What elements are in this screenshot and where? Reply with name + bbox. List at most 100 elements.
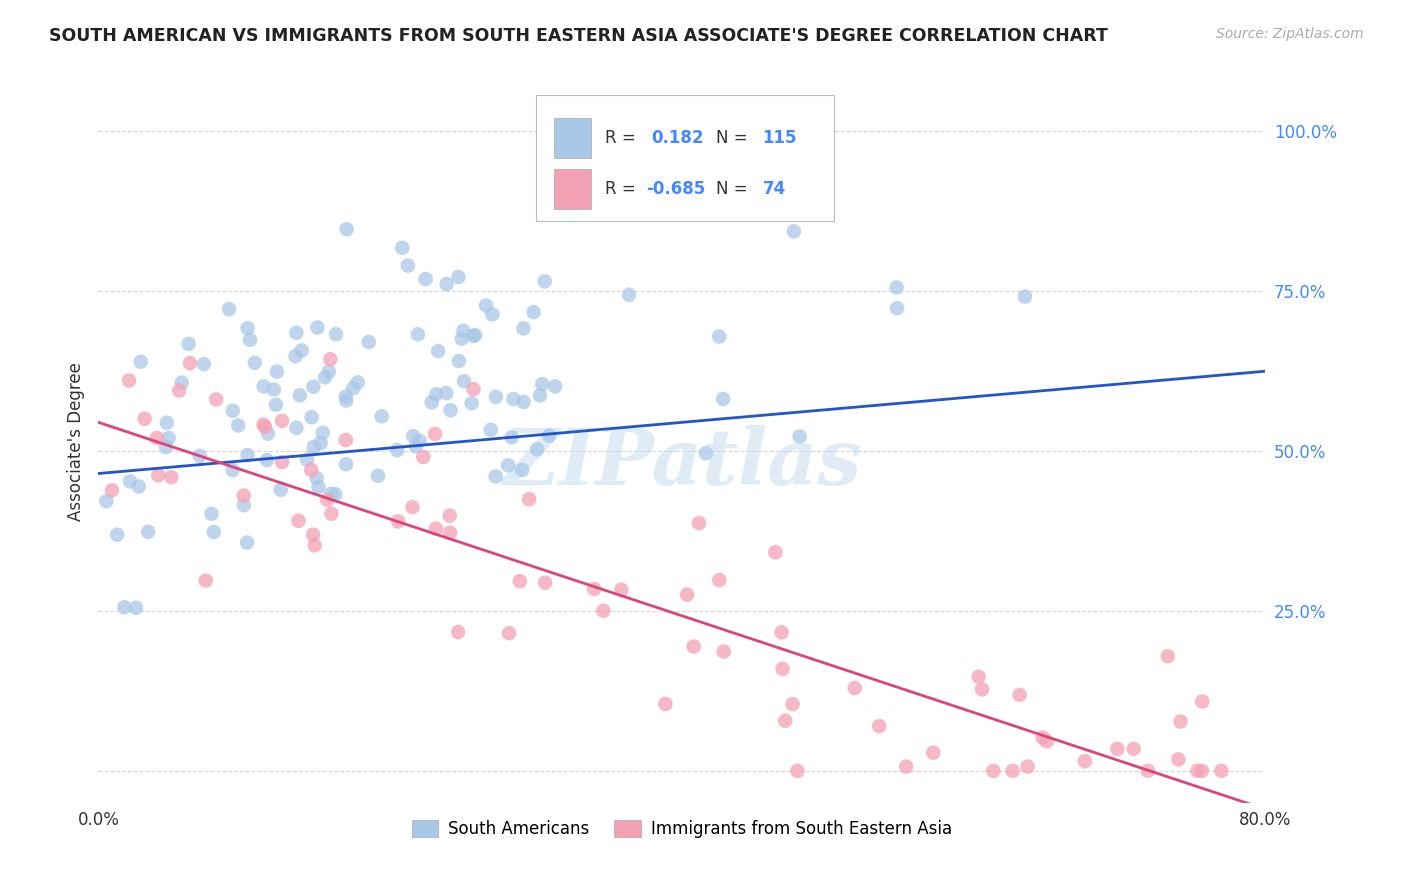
Point <box>450 332 472 346</box>
Point <box>922 746 945 760</box>
Point <box>709 573 731 587</box>
Point <box>1017 759 1039 773</box>
Point <box>1008 688 1031 702</box>
Point <box>688 516 710 530</box>
Point <box>682 640 704 654</box>
Point <box>321 487 343 501</box>
Point <box>1211 764 1233 778</box>
Point <box>886 301 908 316</box>
Point <box>295 452 318 467</box>
Point <box>336 222 359 236</box>
Text: Source: ZipAtlas.com: Source: ZipAtlas.com <box>1216 27 1364 41</box>
Point <box>1036 734 1059 748</box>
Point <box>447 354 470 368</box>
Point <box>105 527 128 541</box>
Point <box>305 471 328 485</box>
Point <box>783 224 806 238</box>
Point <box>439 525 461 540</box>
Point <box>1187 764 1209 778</box>
Point <box>676 588 699 602</box>
Point <box>868 719 890 733</box>
Point <box>236 448 259 462</box>
Point <box>312 425 335 440</box>
Point <box>188 449 211 463</box>
Point <box>610 582 633 597</box>
Point <box>509 574 531 589</box>
Point <box>789 429 811 443</box>
Point <box>157 431 180 445</box>
Point <box>148 468 170 483</box>
Point <box>453 324 475 338</box>
Point <box>396 259 419 273</box>
Point <box>370 409 392 424</box>
Point <box>423 426 446 441</box>
Point <box>307 320 329 334</box>
Point <box>1136 764 1159 778</box>
Point <box>1032 731 1054 745</box>
Point <box>253 420 276 434</box>
Point <box>967 670 990 684</box>
Legend: South Americans, Immigrants from South Eastern Asia: South Americans, Immigrants from South E… <box>405 814 959 845</box>
Point <box>434 386 457 401</box>
Point <box>112 600 135 615</box>
Point <box>170 376 193 390</box>
Point <box>479 423 502 437</box>
Point <box>510 463 533 477</box>
Text: -0.685: -0.685 <box>645 179 704 198</box>
Point <box>222 404 245 418</box>
Point <box>160 470 183 484</box>
Point <box>526 442 548 457</box>
Point <box>96 494 118 508</box>
Point <box>463 382 485 396</box>
Point <box>285 421 308 435</box>
Point <box>291 343 314 358</box>
FancyBboxPatch shape <box>554 119 591 158</box>
Point <box>270 483 292 497</box>
Point <box>271 455 294 469</box>
Point <box>128 479 150 493</box>
Point <box>118 374 141 388</box>
Text: 74: 74 <box>762 179 786 198</box>
Point <box>496 458 519 473</box>
Text: R =: R = <box>605 129 641 147</box>
Point <box>271 414 294 428</box>
Text: R =: R = <box>605 179 641 198</box>
Point <box>194 574 217 588</box>
Point <box>401 500 423 515</box>
Point <box>484 469 506 483</box>
Point <box>316 492 339 507</box>
Point <box>886 280 908 294</box>
Point <box>125 600 148 615</box>
Point <box>236 321 259 335</box>
Point <box>155 440 177 454</box>
Point <box>711 392 734 406</box>
Point <box>765 545 787 559</box>
Point <box>1001 764 1024 778</box>
Point <box>205 392 228 407</box>
Point <box>101 483 124 498</box>
Point <box>645 167 668 181</box>
Point <box>707 329 730 343</box>
Point <box>408 434 430 448</box>
Point <box>1191 764 1213 778</box>
Point <box>896 759 918 773</box>
Point <box>335 390 357 404</box>
Point <box>308 480 330 494</box>
Point <box>325 327 347 342</box>
Point <box>775 714 797 728</box>
Point <box>772 662 794 676</box>
Point <box>475 298 498 312</box>
Point <box>232 498 254 512</box>
Point <box>318 364 340 378</box>
Point <box>695 446 717 460</box>
Point <box>179 356 201 370</box>
Point <box>288 388 311 402</box>
Point <box>387 443 409 458</box>
Point <box>412 450 434 464</box>
Point <box>134 411 156 425</box>
Point <box>425 387 447 401</box>
Point <box>342 381 364 395</box>
Text: N =: N = <box>716 129 752 147</box>
Point <box>156 416 179 430</box>
Point <box>387 515 409 529</box>
